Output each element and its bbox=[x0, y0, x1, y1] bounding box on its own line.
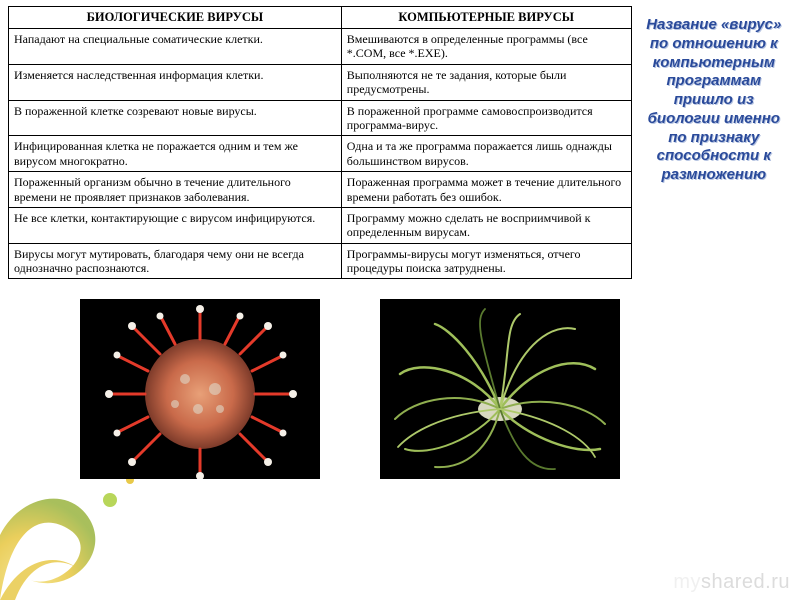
table-body: Нападают на специальные соматические кле… bbox=[9, 29, 632, 279]
watermark-suffix: shared.ru bbox=[701, 571, 790, 593]
computer-virus-image bbox=[380, 299, 620, 479]
table-row: Не все клетки, контактирующие с вирусом … bbox=[9, 207, 632, 243]
table-row: В пораженной клетке созревают новые виру… bbox=[9, 100, 632, 136]
table-row: Пораженный организм обычно в течение дли… bbox=[9, 172, 632, 208]
table-row: Нападают на специальные соматические кле… bbox=[9, 29, 632, 65]
table-row: Инфицированная клетка не поражается одни… bbox=[9, 136, 632, 172]
virus-comparison-table: БИОЛОГИЧЕСКИЕ ВИРУСЫ КОМПЬЮТЕРНЫЕ ВИРУСЫ… bbox=[8, 6, 632, 279]
table-row: Вирусы могут мутировать, благодаря чему … bbox=[9, 243, 632, 279]
biological-virus-image bbox=[80, 299, 320, 479]
table-header-comp: КОМПЬЮТЕРНЫЕ ВИРУСЫ bbox=[341, 7, 631, 29]
table-row: Изменяется наследственная информация кле… bbox=[9, 64, 632, 100]
watermark-prefix: my bbox=[673, 571, 701, 593]
images-row bbox=[0, 279, 800, 479]
table-header-bio: БИОЛОГИЧЕСКИЕ ВИРУСЫ bbox=[9, 7, 342, 29]
watermark: myshared.ru bbox=[673, 571, 790, 594]
side-caption: Название «вирус» по отношению к компьюте… bbox=[632, 6, 792, 279]
